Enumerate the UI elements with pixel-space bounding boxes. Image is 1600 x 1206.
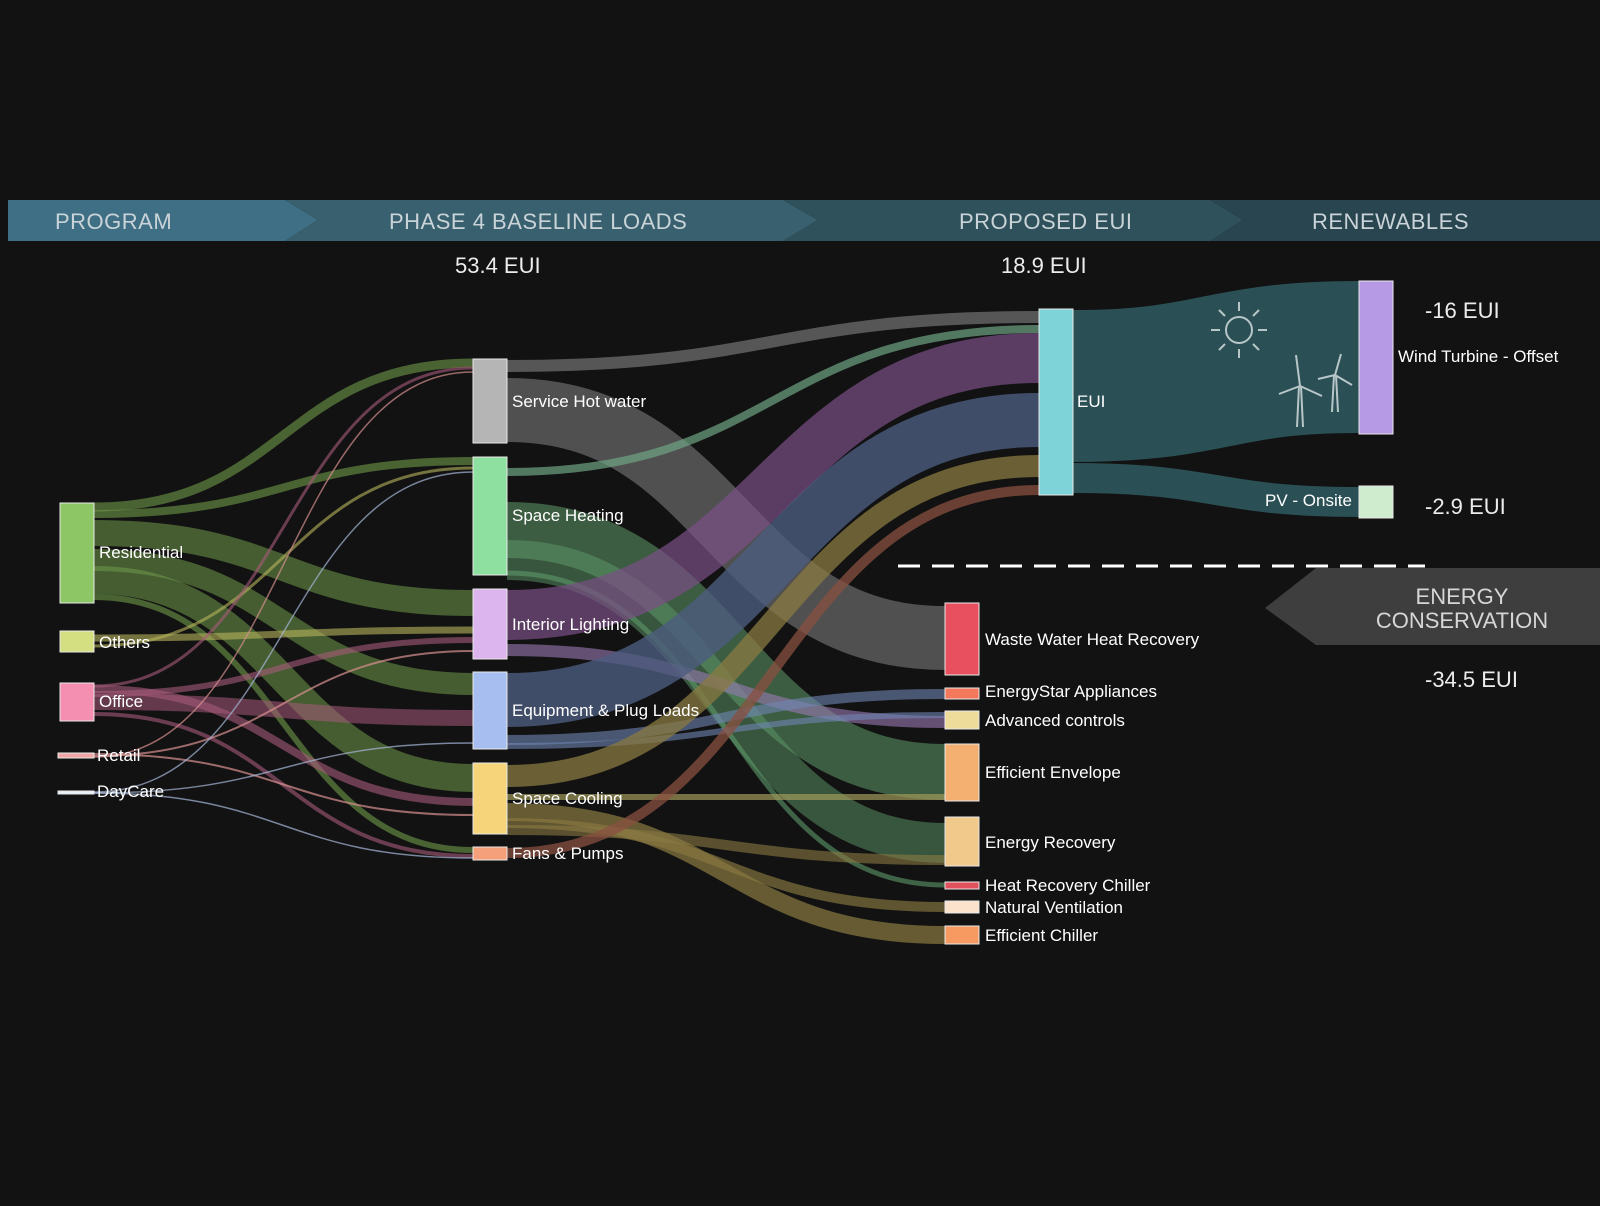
label-space-heating: Space Heating	[512, 506, 624, 525]
conservation-line2: CONSERVATION	[1376, 608, 1548, 633]
node-fans-pumps	[472, 846, 508, 861]
flow-link-retail-to-service-hot-water	[93, 371, 474, 758]
flow-link-eui-to-pv	[1072, 463, 1360, 517]
flow-link-fans-pumps-to-eui	[506, 485, 1040, 858]
node-service-hot-water	[472, 358, 508, 444]
node-eui	[1038, 308, 1074, 496]
node-efficient-chiller	[944, 925, 980, 945]
label-service-hot-water: Service Hot water	[512, 392, 646, 411]
label-equipment-plug: Equipment & Plug Loads	[512, 701, 699, 720]
node-equipment-plug	[472, 671, 508, 750]
node-pv	[1358, 485, 1394, 519]
node-space-cooling	[472, 762, 508, 835]
node-space-heating	[472, 456, 508, 576]
header-segment-proposed	[783, 200, 1243, 241]
conservation-banner: ENERGY CONSERVATION -34.5 EUI	[1265, 568, 1600, 692]
flow-link-daycare-to-equipment-plug	[93, 742, 474, 794]
node-efficient-envelope	[944, 743, 980, 802]
label-interior-lighting: Interior Lighting	[512, 615, 629, 634]
node-residential	[59, 502, 95, 604]
label-energy-recovery: Energy Recovery	[985, 833, 1116, 852]
baseline-total: 53.4 EUI	[455, 253, 541, 278]
label-fans-pumps: Fans & Pumps	[512, 844, 624, 863]
flow-link-daycare-to-fans-pumps	[93, 792, 474, 859]
label-advanced-controls: Advanced controls	[985, 711, 1125, 730]
flow-link-residential-to-equipment-plug	[93, 549, 474, 695]
label-heat-recovery-chiller: Heat Recovery Chiller	[985, 876, 1151, 895]
node-natural-ventilation	[944, 900, 980, 914]
label-efficient-chiller: Efficient Chiller	[985, 926, 1098, 945]
label-waste-water: Waste Water Heat Recovery	[985, 630, 1200, 649]
flow-link-space-heating-to-eui	[506, 325, 1040, 476]
flow-link-equipment-plug-to-energystar	[506, 689, 946, 745]
flow-link-office-to-service-hot-water	[93, 366, 474, 688]
flow-link-office-to-equipment-plug	[93, 694, 474, 726]
flow-link-office-to-interior-lighting	[93, 637, 474, 697]
flow-link-eui-to-wind	[1072, 281, 1360, 462]
label-pv: PV - Onsite	[1265, 491, 1352, 510]
flow-link-space-cooling-to-eui	[506, 455, 1040, 787]
header-renewables: RENEWABLES	[1312, 209, 1469, 234]
flow-link-residential-to-space-cooling	[93, 566, 474, 792]
node-labels: Residential Others Office Retail DayCare…	[97, 347, 1559, 945]
header-segment-program	[8, 200, 318, 241]
sankey-links	[93, 281, 1360, 944]
header-proposed: PROPOSED EUI	[959, 209, 1132, 234]
label-efficient-envelope: Efficient Envelope	[985, 763, 1121, 782]
flow-link-equipment-plug-to-eui	[506, 393, 1040, 727]
flow-link-retail-to-interior-lighting	[93, 650, 474, 757]
label-natural-ventilation: Natural Ventilation	[985, 898, 1123, 917]
pv-total: -2.9 EUI	[1425, 494, 1506, 519]
flow-link-residential-to-fans-pumps	[93, 594, 474, 853]
header-segment-baseline	[285, 200, 818, 241]
flow-link-residential-to-interior-lighting	[93, 520, 474, 616]
node-interior-lighting	[472, 588, 508, 660]
label-space-cooling: Space Cooling	[512, 789, 623, 808]
node-office	[59, 682, 95, 722]
header-banner: PROGRAM PHASE 4 BASELINE LOADS PROPOSED …	[8, 200, 1600, 241]
sun-icon	[1211, 302, 1267, 358]
sankey-nodes	[57, 280, 1394, 945]
flow-link-space-cooling-to-energy-recovery	[506, 825, 946, 865]
flow-link-daycare-to-space-heating	[93, 471, 474, 793]
node-retail	[57, 752, 95, 759]
wind-total: -16 EUI	[1425, 298, 1500, 323]
flow-link-others-to-space-heating	[93, 466, 474, 648]
flow-link-retail-to-space-cooling	[93, 753, 474, 816]
conservation-total: -34.5 EUI	[1425, 667, 1518, 692]
label-energystar: EnergyStar Appliances	[985, 682, 1157, 701]
label-wind: Wind Turbine - Offset	[1398, 347, 1559, 366]
label-residential: Residential	[99, 543, 183, 562]
flow-link-interior-lighting-to-eui	[506, 333, 1040, 640]
label-others: Others	[99, 633, 150, 652]
node-advanced-controls	[944, 710, 980, 730]
node-wind	[1358, 280, 1394, 435]
node-energystar	[944, 687, 980, 700]
header-segment-renewables	[1210, 200, 1600, 241]
flow-link-space-heating-to-efficient-envelope	[506, 502, 946, 800]
label-office: Office	[99, 692, 143, 711]
flow-link-residential-to-space-heating	[93, 457, 474, 518]
node-waste-water	[944, 602, 980, 676]
node-daycare	[57, 790, 95, 795]
node-others	[59, 630, 95, 653]
wind-turbine-icon	[1278, 353, 1353, 428]
node-energy-recovery	[944, 816, 980, 867]
flow-link-space-heating-to-energy-recovery	[506, 540, 946, 863]
label-daycare: DayCare	[97, 782, 164, 801]
node-heat-recovery-chiller	[944, 881, 980, 890]
header-program: PROGRAM	[55, 209, 172, 234]
header-baseline: PHASE 4 BASELINE LOADS	[389, 209, 687, 234]
proposed-total: 18.9 EUI	[1001, 253, 1087, 278]
conservation-arrow	[1265, 568, 1600, 645]
conservation-line1: ENERGY	[1416, 584, 1509, 609]
label-eui: EUI	[1077, 392, 1105, 411]
flow-link-residential-to-service-hot-water	[93, 358, 474, 512]
flow-link-service-hot-water-to-eui	[506, 311, 1040, 372]
flow-link-space-cooling-to-efficient-chiller	[506, 803, 946, 944]
label-retail: Retail	[97, 746, 140, 765]
